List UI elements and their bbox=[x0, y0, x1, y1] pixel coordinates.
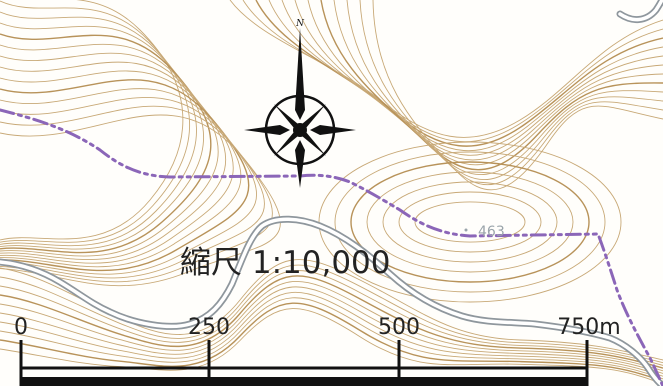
contour-line-north bbox=[281, 0, 663, 156]
compass-diagonal-nw bbox=[274, 104, 298, 128]
contour-line-north bbox=[294, 0, 663, 161]
contour-line-west bbox=[0, 43, 219, 257]
north-label: N bbox=[295, 19, 305, 29]
contour-line-west bbox=[0, 97, 265, 279]
contour-line-south bbox=[0, 270, 663, 366]
contour-line-south bbox=[0, 291, 663, 377]
compass-diagonal-ne bbox=[302, 104, 326, 128]
contour-line-west bbox=[0, 114, 281, 287]
contour-line-west bbox=[0, 0, 191, 243]
contour-line-west bbox=[0, 11, 197, 247]
elevation-label: 463 bbox=[478, 224, 505, 240]
compass-needle-south bbox=[295, 140, 305, 188]
contour-line-west bbox=[0, 61, 234, 264]
compass-needle-north bbox=[295, 28, 305, 120]
contour-line-north bbox=[229, 0, 663, 138]
contour-loop-east bbox=[366, 171, 574, 273]
compass-center bbox=[293, 123, 307, 137]
contour-loop-east bbox=[398, 191, 542, 253]
compass-diagonal-se bbox=[302, 132, 326, 156]
scale-bar-segment-1 bbox=[21, 377, 209, 386]
contour-line-north bbox=[346, 0, 663, 180]
contour-line-north bbox=[307, 0, 663, 166]
compass-rose-icon: N bbox=[244, 19, 356, 188]
scale-tick-label-250: 250 bbox=[188, 315, 230, 340]
scale-bar: 縮尺 1:10,000 0 250 500 750m bbox=[14, 245, 621, 386]
contour-loop-east bbox=[350, 161, 590, 283]
contour-line-south bbox=[0, 275, 663, 369]
contour-line-north bbox=[242, 0, 663, 143]
scale-tick-label-500: 500 bbox=[378, 315, 420, 340]
road-fill bbox=[0, 217, 663, 386]
contour-line-north bbox=[320, 0, 663, 171]
road-fill-ne bbox=[618, 0, 663, 22]
compass-needle-west bbox=[244, 125, 290, 135]
contour-line-west bbox=[0, 0, 184, 241]
scale-bar-segment-2 bbox=[209, 377, 399, 386]
contour-line-west bbox=[0, 79, 250, 272]
administrative-boundary bbox=[0, 108, 663, 386]
contour-line-north bbox=[359, 0, 663, 185]
contour-line-north bbox=[333, 0, 663, 176]
contour-line-north bbox=[372, 0, 663, 191]
contour-line-south bbox=[0, 280, 663, 372]
contour-loop-east bbox=[318, 141, 622, 303]
contour-line-west bbox=[0, 88, 258, 275]
contour-line-south bbox=[0, 308, 663, 385]
elevation-point: 463 bbox=[464, 224, 505, 240]
contour-line-west bbox=[0, 33, 212, 254]
contour-loop-east bbox=[414, 201, 526, 243]
contour-line-north bbox=[268, 0, 663, 152]
contour-line-west bbox=[0, 52, 227, 260]
contour-line-south bbox=[0, 286, 663, 374]
contour-line-south bbox=[0, 264, 663, 364]
scale-title: 縮尺 1:10,000 bbox=[180, 245, 391, 281]
elevation-point-marker bbox=[464, 228, 468, 232]
contour-loop-east bbox=[382, 181, 558, 263]
contour-line-south bbox=[0, 297, 663, 380]
contour-line-north bbox=[255, 0, 663, 147]
scale-tick-label-750m: 750m bbox=[557, 315, 620, 340]
contour-line-west bbox=[0, 22, 205, 250]
compass-needle-east bbox=[310, 125, 356, 135]
compass-diagonal-sw bbox=[274, 132, 298, 156]
scale-tick-label-0: 0 bbox=[14, 315, 28, 340]
scale-bar-segment-3 bbox=[399, 377, 587, 386]
contour-line-south bbox=[0, 302, 663, 383]
